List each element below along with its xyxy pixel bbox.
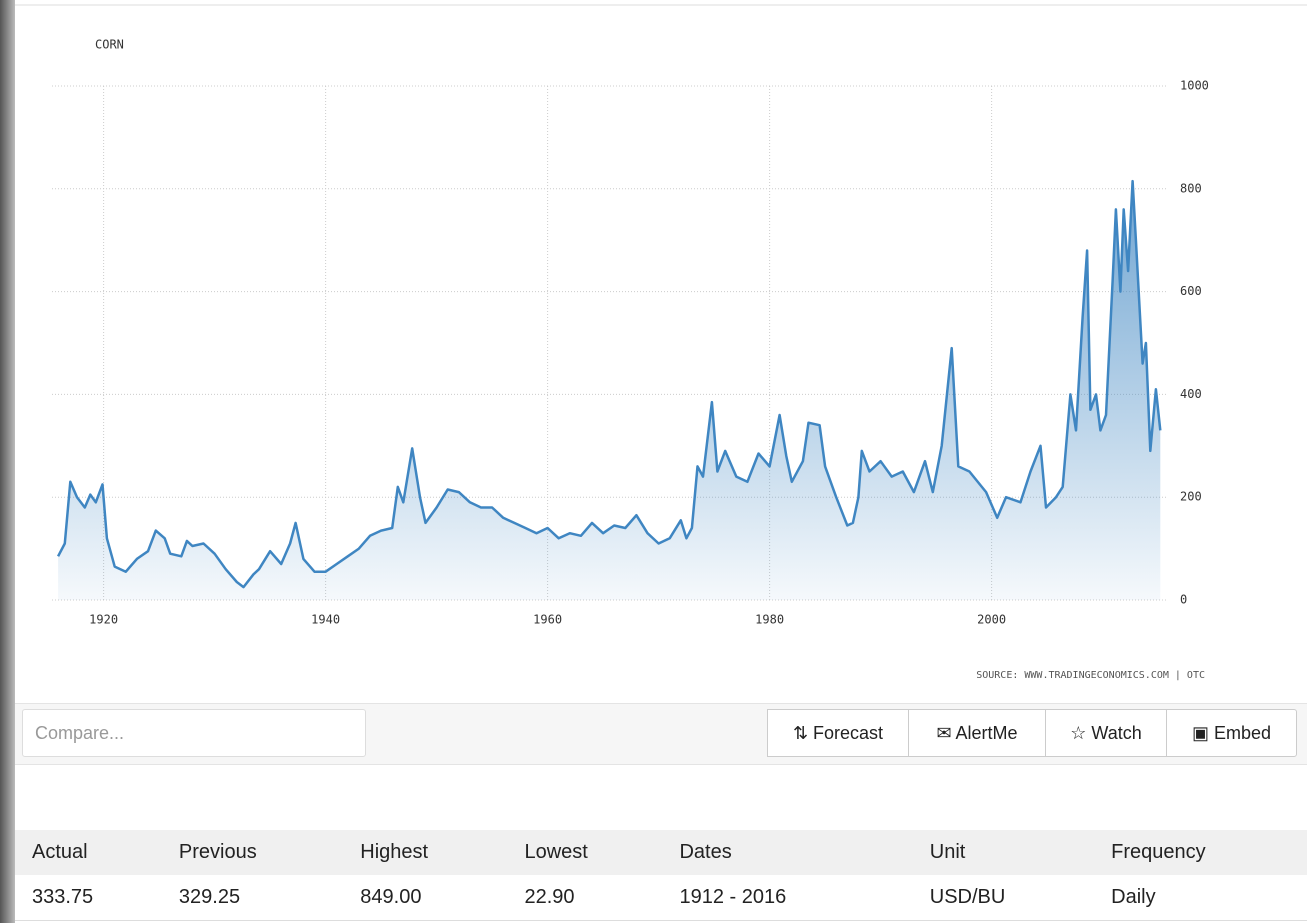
table-cell: 329.25 xyxy=(161,875,344,921)
table-cell: 22.90 xyxy=(507,875,663,921)
area-fill xyxy=(58,181,1161,600)
y-tick-label: 1000 xyxy=(1180,79,1209,93)
x-tick-label: 1960 xyxy=(533,613,562,627)
table-row: Actual Previous Highest Lowest Dates Unit Freq… xyxy=(15,830,1307,875)
table-cell: 333.75 xyxy=(15,875,162,921)
x-tick-label: 1940 xyxy=(311,613,340,627)
table-cell: Dates xyxy=(662,830,913,875)
y-tick-label: 400 xyxy=(1180,387,1202,401)
toolbar: Compare... ⇅ Forecast ✉ AlertMe ☆ Watch … xyxy=(15,703,1307,765)
window-edge xyxy=(0,0,15,923)
table-cell: Unit xyxy=(912,830,1095,875)
table-cell: Frequency xyxy=(1094,830,1307,875)
table-cell: USD/BU xyxy=(912,875,1095,921)
button-label: Forecast xyxy=(813,723,884,743)
table-cell: Lowest xyxy=(507,830,663,875)
x-tick-label: 1920 xyxy=(89,613,118,627)
table-cell: Highest xyxy=(343,830,508,875)
chart: CORN SOURCE: WWW.TRADINGECONOMICS.COM | … xyxy=(15,4,1307,681)
alertme-button[interactable]: ✉ AlertMe xyxy=(908,709,1046,757)
button-label: Embed xyxy=(1213,723,1272,743)
y-tick-label: 200 xyxy=(1180,490,1202,504)
x-tick-label: 2000 xyxy=(977,613,1006,627)
y-tick-label: 800 xyxy=(1180,181,1202,195)
table-cell: Actual xyxy=(15,830,162,875)
y-tick-label: 600 xyxy=(1180,284,1202,298)
price-line xyxy=(56,179,1162,589)
forecast-button[interactable]: ⇅ Forecast xyxy=(767,709,909,757)
table-cell: 849.00 xyxy=(343,875,508,921)
table-cell: Previous xyxy=(161,830,344,875)
watch-button[interactable]: ☆ Watch xyxy=(1045,709,1167,757)
table-row: 333.75 329.25 849.00 22.90 1912 - 2016 USD/BU… xyxy=(15,875,1307,921)
table-cell: Daily xyxy=(1094,875,1307,921)
compare-input[interactable]: Compare... xyxy=(22,709,366,757)
embed-button[interactable]: ▣ Embed xyxy=(1166,709,1297,757)
x-tick-label: 1980 xyxy=(755,613,784,627)
button-label: Watch xyxy=(1091,723,1142,743)
button-label: AlertMe xyxy=(955,723,1018,743)
source: SOURCE: WWW.TRADINGECONOMICS.COM | OTC xyxy=(976,670,1205,681)
y-tick-label: 0 xyxy=(1180,593,1187,607)
chart-title: CORN xyxy=(95,38,124,52)
table-cell: 1912 - 2016 xyxy=(662,875,913,921)
stats-table: Actual Previous Highest Lowest Dates Unit Freq… xyxy=(15,830,1307,921)
